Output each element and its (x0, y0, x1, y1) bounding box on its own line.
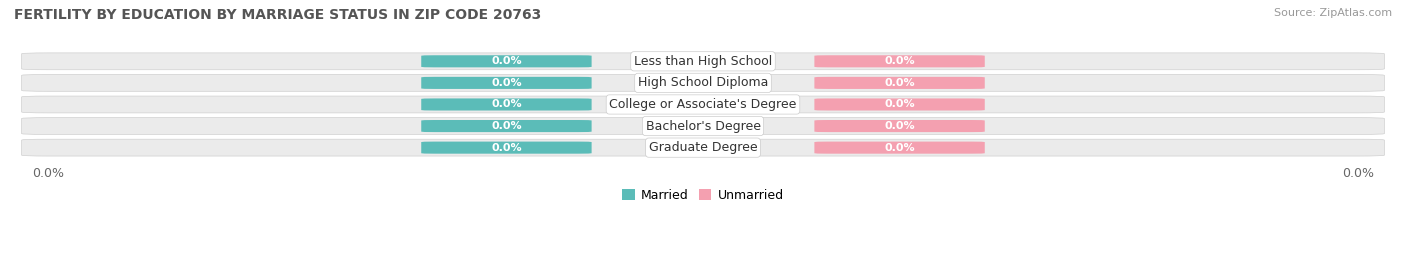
FancyBboxPatch shape (21, 118, 1385, 134)
FancyBboxPatch shape (422, 55, 592, 67)
Text: 0.0%: 0.0% (884, 100, 915, 109)
Text: 0.0%: 0.0% (884, 121, 915, 131)
Text: 0.0%: 0.0% (491, 121, 522, 131)
Text: 0.0%: 0.0% (884, 78, 915, 88)
FancyBboxPatch shape (814, 120, 984, 132)
FancyBboxPatch shape (422, 120, 592, 132)
Text: Less than High School: Less than High School (634, 55, 772, 68)
Text: 0.0%: 0.0% (491, 143, 522, 153)
Text: 0.0%: 0.0% (491, 56, 522, 66)
FancyBboxPatch shape (21, 139, 1385, 156)
Text: Graduate Degree: Graduate Degree (648, 141, 758, 154)
FancyBboxPatch shape (21, 75, 1385, 91)
Text: 0.0%: 0.0% (884, 143, 915, 153)
Text: College or Associate's Degree: College or Associate's Degree (609, 98, 797, 111)
Text: 0.0%: 0.0% (884, 56, 915, 66)
FancyBboxPatch shape (422, 98, 592, 111)
FancyBboxPatch shape (814, 98, 984, 111)
FancyBboxPatch shape (21, 53, 1385, 70)
Text: 0.0%: 0.0% (491, 100, 522, 109)
FancyBboxPatch shape (422, 77, 592, 89)
FancyBboxPatch shape (422, 141, 592, 154)
FancyBboxPatch shape (814, 77, 984, 89)
FancyBboxPatch shape (814, 141, 984, 154)
FancyBboxPatch shape (21, 96, 1385, 113)
Text: High School Diploma: High School Diploma (638, 76, 768, 89)
FancyBboxPatch shape (814, 55, 984, 67)
Text: Bachelor's Degree: Bachelor's Degree (645, 119, 761, 133)
Text: 0.0%: 0.0% (491, 78, 522, 88)
Text: FERTILITY BY EDUCATION BY MARRIAGE STATUS IN ZIP CODE 20763: FERTILITY BY EDUCATION BY MARRIAGE STATU… (14, 8, 541, 22)
Text: Source: ZipAtlas.com: Source: ZipAtlas.com (1274, 8, 1392, 18)
Legend: Married, Unmarried: Married, Unmarried (617, 184, 789, 207)
